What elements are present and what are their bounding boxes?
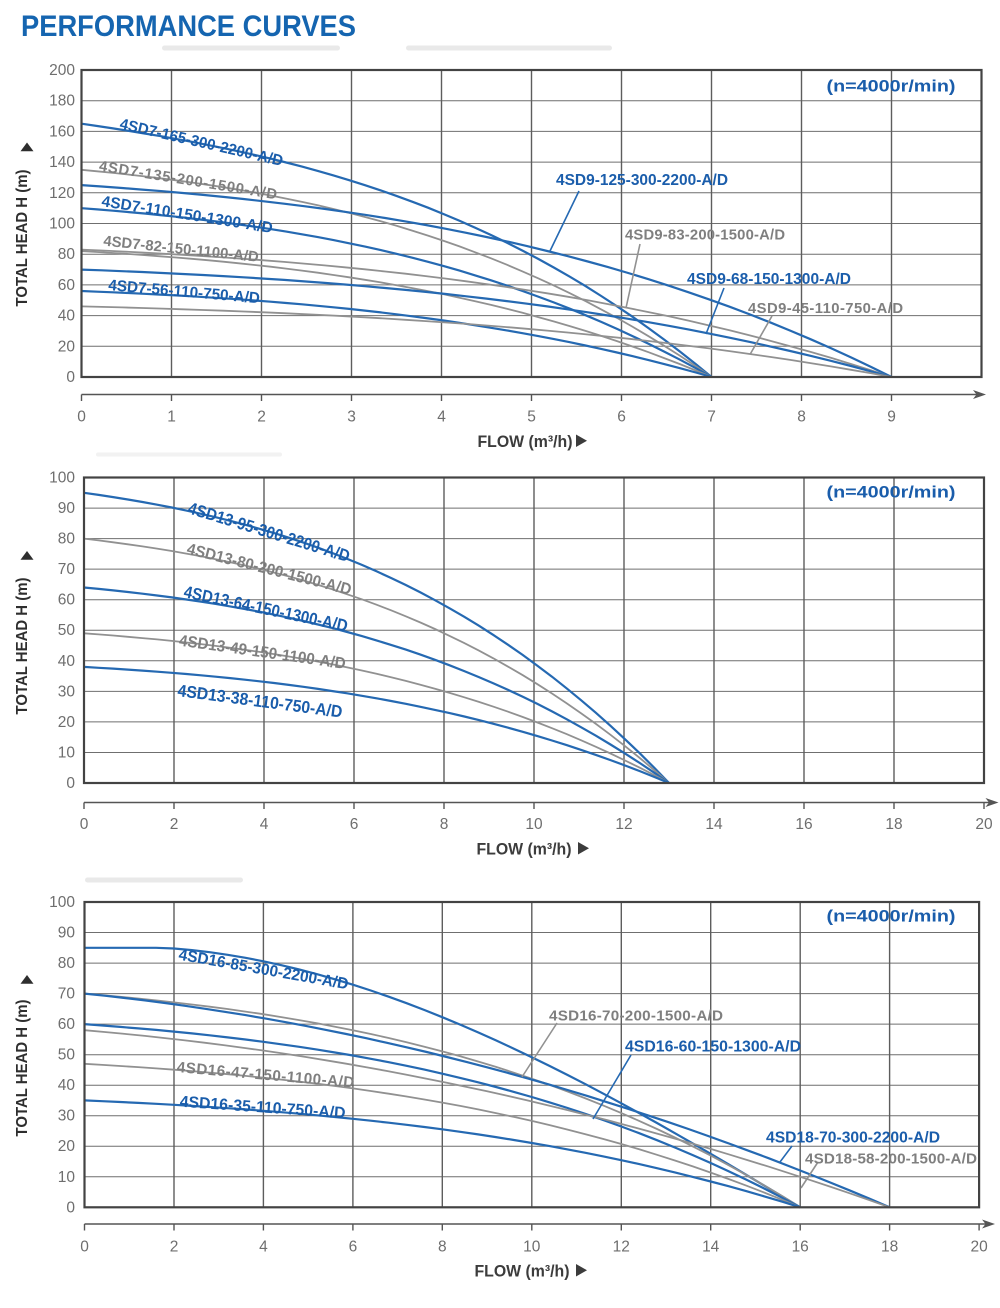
svg-text:40: 40 [58, 1077, 76, 1094]
svg-text:4SD9-45-110-750-A/D: 4SD9-45-110-750-A/D [748, 301, 903, 317]
svg-text:90: 90 [58, 500, 76, 517]
svg-text:100: 100 [49, 216, 75, 233]
svg-text:30: 30 [58, 683, 76, 700]
svg-text:20: 20 [58, 714, 76, 731]
svg-text:4: 4 [260, 816, 269, 833]
svg-text:4SD18-70-300-2200-A/D: 4SD18-70-300-2200-A/D [766, 1130, 940, 1147]
svg-text:60: 60 [58, 1016, 76, 1033]
svg-text:12: 12 [613, 1239, 630, 1256]
svg-text:FLOW (m³/h): FLOW (m³/h) [475, 1262, 570, 1281]
svg-text:14: 14 [702, 1239, 720, 1256]
svg-text:0: 0 [80, 1239, 89, 1256]
svg-text:30: 30 [58, 1108, 76, 1125]
svg-text:20: 20 [58, 1138, 76, 1155]
svg-text:160: 160 [49, 123, 75, 140]
svg-text:9: 9 [887, 409, 896, 426]
svg-text:10: 10 [58, 1169, 76, 1186]
svg-text:(n=4000r/min): (n=4000r/min) [827, 77, 956, 96]
svg-text:6: 6 [349, 1239, 358, 1256]
svg-text:12: 12 [615, 816, 632, 833]
svg-text:50: 50 [58, 622, 76, 639]
svg-text:5: 5 [527, 409, 536, 426]
svg-text:90: 90 [58, 925, 76, 942]
svg-text:0: 0 [77, 409, 86, 426]
svg-text:18: 18 [881, 1239, 898, 1256]
svg-text:14: 14 [705, 816, 723, 833]
svg-text:(n=4000r/min): (n=4000r/min) [827, 483, 956, 502]
svg-text:60: 60 [58, 277, 76, 294]
svg-text:2: 2 [170, 1239, 179, 1256]
svg-text:8: 8 [440, 816, 449, 833]
svg-text:16: 16 [792, 1239, 809, 1256]
svg-text:40: 40 [58, 308, 76, 325]
svg-text:TOTAL HEAD H (m): TOTAL HEAD H (m) [14, 1000, 31, 1137]
svg-text:6: 6 [617, 409, 626, 426]
svg-text:0: 0 [66, 1199, 75, 1216]
svg-text:4SD18-58-200-1500-A/D: 4SD18-58-200-1500-A/D [805, 1151, 977, 1168]
svg-text:3: 3 [347, 409, 356, 426]
svg-text:6: 6 [350, 816, 359, 833]
svg-text:0: 0 [66, 775, 75, 792]
svg-text:18: 18 [885, 816, 902, 833]
svg-text:70: 70 [58, 986, 76, 1003]
svg-text:40: 40 [58, 653, 76, 670]
svg-text:10: 10 [58, 745, 76, 762]
svg-text:4: 4 [259, 1239, 268, 1256]
svg-text:4SD9-125-300-2200-A/D: 4SD9-125-300-2200-A/D [556, 172, 728, 189]
svg-text:4: 4 [437, 409, 446, 426]
svg-text:8: 8 [797, 409, 806, 426]
svg-text:4SD9-68-150-1300-A/D: 4SD9-68-150-1300-A/D [687, 271, 851, 288]
svg-text:2: 2 [257, 409, 266, 426]
svg-text:TOTAL HEAD H (m): TOTAL HEAD H (m) [14, 170, 31, 307]
svg-text:120: 120 [49, 185, 75, 202]
svg-text:80: 80 [58, 531, 76, 548]
svg-text:100: 100 [49, 894, 75, 911]
svg-text:2: 2 [170, 816, 179, 833]
svg-text:60: 60 [58, 592, 76, 609]
svg-text:FLOW (m³/h): FLOW (m³/h) [477, 840, 572, 859]
svg-text:180: 180 [49, 93, 75, 110]
svg-text:(n=4000r/min): (n=4000r/min) [827, 907, 956, 926]
svg-text:10: 10 [523, 1239, 541, 1256]
svg-text:4SD9-83-200-1500-A/D: 4SD9-83-200-1500-A/D [625, 228, 785, 244]
svg-text:200: 200 [49, 62, 75, 79]
svg-text:0: 0 [80, 816, 89, 833]
svg-text:PERFORMANCE CURVES: PERFORMANCE CURVES [21, 10, 356, 43]
svg-text:80: 80 [58, 955, 76, 972]
svg-text:1: 1 [167, 409, 176, 426]
svg-text:4SD16-70-200-1500-A/D: 4SD16-70-200-1500-A/D [549, 1008, 723, 1025]
svg-text:7: 7 [707, 409, 716, 426]
svg-text:20: 20 [58, 338, 76, 355]
svg-text:8: 8 [438, 1239, 447, 1256]
svg-text:FLOW (m³/h): FLOW (m³/h) [478, 432, 573, 451]
svg-text:70: 70 [58, 561, 76, 578]
svg-text:10: 10 [525, 816, 543, 833]
svg-text:80: 80 [58, 246, 76, 263]
svg-text:0: 0 [66, 369, 75, 386]
svg-text:50: 50 [58, 1047, 76, 1064]
svg-text:100: 100 [49, 470, 75, 487]
svg-text:20: 20 [975, 816, 993, 833]
svg-text:16: 16 [795, 816, 812, 833]
svg-text:4SD16-60-150-1300-A/D: 4SD16-60-150-1300-A/D [625, 1039, 801, 1056]
svg-text:TOTAL HEAD H (m): TOTAL HEAD H (m) [14, 578, 31, 715]
svg-text:140: 140 [49, 154, 75, 171]
svg-text:20: 20 [970, 1239, 988, 1256]
